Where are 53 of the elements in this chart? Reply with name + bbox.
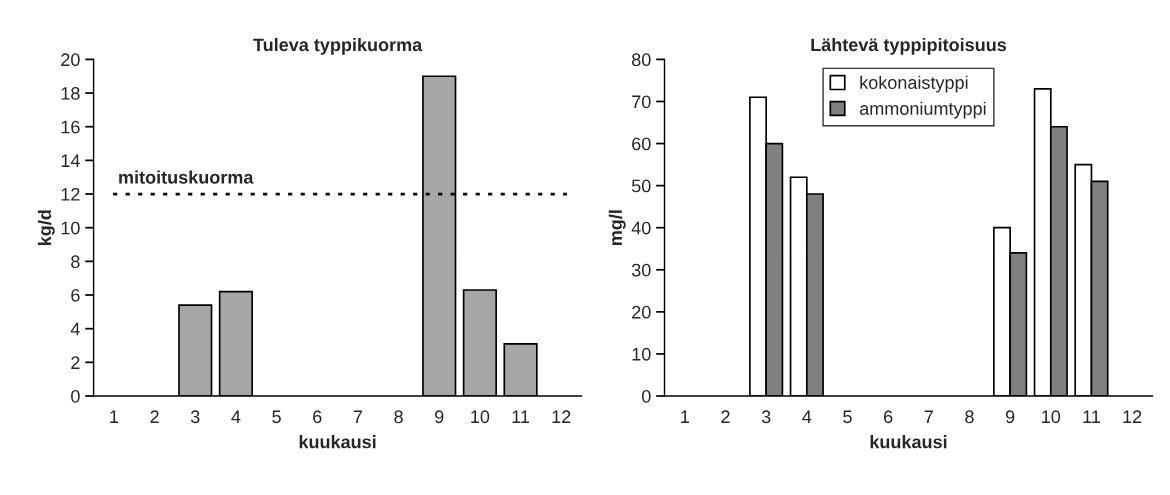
x-axis-title: kuukausi: [870, 435, 947, 449]
x-tick-label: 9: [1005, 410, 1015, 424]
y-axis-title: kg/d: [37, 210, 55, 245]
y-tick-label: 20: [61, 53, 80, 67]
x-tick-label: 10: [1042, 410, 1061, 424]
y-tick-label: 12: [61, 187, 80, 201]
x-tick-label: 7: [924, 410, 933, 423]
x-axis-title: kuukausi: [299, 435, 376, 449]
x-tick-label: 2: [150, 410, 159, 423]
ref-line-label: mitoituskuorma: [119, 170, 254, 184]
x-tick-label: 2: [721, 410, 730, 423]
x-tick-label: 10: [471, 410, 490, 424]
y-tick-label: 50: [631, 179, 651, 193]
x-tick-label: 5: [272, 410, 281, 424]
x-tick-label: 3: [761, 410, 771, 424]
x-tick-label: 11: [512, 410, 530, 423]
y-tick-label: 10: [632, 347, 651, 361]
x-tick-label: 12: [552, 410, 571, 423]
chart-title: Tuleva typpikuorma: [253, 37, 423, 55]
x-tick-label: 3: [190, 410, 200, 424]
y-tick-label: 80: [632, 53, 651, 67]
chart-title: Lähtevä typpipitoisuus: [811, 37, 1007, 55]
legend-label: kokonaistyppi: [860, 75, 968, 93]
x-tick-label: 12: [1123, 410, 1142, 423]
y-tick-label: 10: [61, 221, 80, 235]
y-tick-label: 70: [632, 95, 651, 109]
x-tick-label: 7: [353, 410, 363, 423]
y-tick-label: 18: [61, 86, 80, 100]
y-tick-label: 6: [71, 288, 80, 302]
x-tick-label: 8: [394, 410, 403, 424]
y-tick-label: 0: [71, 389, 80, 403]
x-tick-label: 8: [965, 410, 974, 424]
y-tick-label: 60: [632, 137, 651, 151]
y-tick-label: 8: [71, 255, 80, 269]
x-tick-label: 6: [313, 410, 322, 424]
x-tick-label: 1: [110, 410, 119, 423]
y-tick-label: 16: [61, 120, 80, 134]
x-tick-label: 4: [231, 410, 241, 423]
x-tick-label: 5: [843, 410, 852, 424]
x-tick-label: 4: [802, 410, 812, 423]
y-axis-title: mg/l: [608, 210, 626, 246]
x-tick-label: 9: [435, 410, 444, 424]
y-tick-label: 14: [61, 154, 80, 167]
x-tick-label: 1: [681, 410, 689, 423]
x-tick-label: 11: [1083, 410, 1100, 423]
y-tick-label: 2: [71, 356, 80, 369]
y-tick-label: 4: [70, 322, 80, 336]
y-tick-label: 30: [631, 263, 651, 277]
x-tick-label: 6: [884, 410, 893, 424]
legend-label: ammoniumtyppi: [859, 101, 986, 119]
y-tick-label: 0: [641, 389, 651, 403]
y-tick-label: 20: [632, 305, 651, 319]
y-tick-label: 40: [631, 221, 651, 235]
